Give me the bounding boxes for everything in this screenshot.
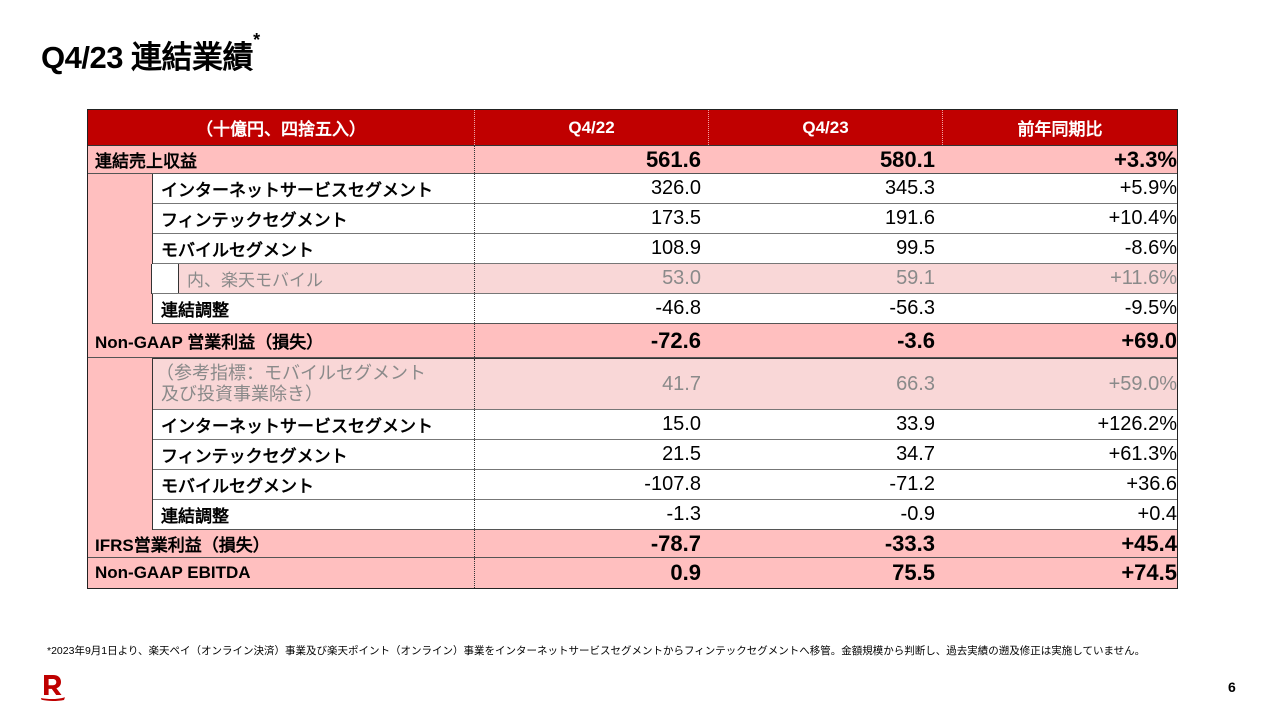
table-row-sub: 内、楽天モバイル 53.0 59.1 +11.6%	[88, 264, 1177, 294]
row-label: モバイルセグメント	[153, 234, 475, 263]
cell-yoy: +11.6%	[1110, 267, 1177, 289]
cell-q4-23: 191.6	[884, 207, 935, 229]
header-unit: （十億円、四捨五入）	[88, 110, 475, 145]
table-row: 連結調整 -46.8 -56.3 -9.5%	[88, 294, 1177, 324]
cell-q4-22: 53.0	[662, 267, 701, 289]
row-indent	[88, 410, 153, 440]
cell-q4-22: 326.0	[650, 177, 701, 199]
cell-yoy: +45.4	[1121, 530, 1177, 556]
page-title-text: Q4/23 連結業績	[41, 40, 254, 75]
cell-q4-23: -33.3	[884, 530, 935, 556]
cell-q4-22: -46.8	[655, 297, 701, 319]
table-row: インターネットサービスセグメント 15.0 33.9 +126.2%	[88, 410, 1177, 440]
row-label: （参考指標：モバイルセグメント 及び投資事業除き）	[153, 359, 475, 409]
cell-yoy: -9.5%	[1124, 297, 1177, 319]
header-q4-23: Q4/23	[709, 110, 943, 145]
table-header: （十億円、四捨五入） Q4/22 Q4/23 前年同期比	[88, 110, 1177, 146]
row-indent	[88, 234, 153, 264]
cell-q4-23: 99.5	[896, 237, 935, 259]
table-row: 連結調整 -1.3 -0.9 +0.4	[88, 500, 1177, 530]
cell-yoy: +3.3%	[1114, 146, 1177, 172]
row-label: インターネットサービスセグメント	[153, 174, 475, 203]
cell-yoy: +10.4%	[1108, 207, 1177, 229]
cell-q4-23: 580.1	[879, 146, 935, 172]
row-label: 内、楽天モバイル	[179, 264, 475, 293]
results-table: （十億円、四捨五入） Q4/22 Q4/23 前年同期比 連結売上収益 561.…	[87, 109, 1178, 589]
page-number: 6	[1228, 679, 1236, 695]
row-label: モバイルセグメント	[153, 470, 475, 499]
row-indent	[88, 294, 153, 324]
row-label: フィンテックセグメント	[153, 440, 475, 469]
cell-q4-23: 33.9	[896, 413, 935, 435]
row-label: Non-GAAP 営業利益（損失）	[88, 324, 475, 357]
cell-q4-22: 15.0	[662, 413, 701, 435]
row-indent	[88, 174, 153, 204]
cell-yoy: +61.3%	[1108, 443, 1177, 465]
cell-q4-23: 66.3	[896, 372, 935, 395]
row-label: インターネットサービスセグメント	[153, 410, 475, 439]
row-indent	[88, 440, 153, 470]
row-label: 連結調整	[153, 500, 475, 529]
row-label: 連結調整	[153, 294, 475, 323]
header-q4-22: Q4/22	[475, 110, 709, 145]
cell-q4-22: -107.8	[644, 473, 701, 495]
cell-yoy: +0.4	[1137, 503, 1177, 525]
cell-q4-23: -71.2	[889, 473, 935, 495]
row-label: Non-GAAP EBITDA	[88, 558, 475, 588]
cell-q4-22: 0.9	[670, 560, 701, 585]
cell-q4-23: 345.3	[884, 177, 935, 199]
cell-q4-23: -0.9	[900, 503, 935, 525]
cell-yoy: -8.6%	[1124, 237, 1177, 259]
cell-q4-22: -1.3	[666, 503, 701, 525]
rakuten-logo-icon	[41, 675, 65, 702]
table-row: モバイルセグメント -107.8 -71.2 +36.6	[88, 470, 1177, 500]
cell-q4-22: 108.9	[650, 237, 701, 259]
table-row-ebitda: Non-GAAP EBITDA 0.9 75.5 +74.5	[88, 558, 1177, 588]
cell-yoy: +69.0	[1121, 327, 1177, 353]
table-row: モバイルセグメント 108.9 99.5 -8.6%	[88, 234, 1177, 264]
row-indent	[88, 204, 153, 234]
table-row-ifrs-op: IFRS営業利益（損失） -78.7 -33.3 +45.4	[88, 530, 1177, 558]
header-yoy: 前年同期比	[1017, 120, 1103, 139]
cell-q4-23: 34.7	[896, 443, 935, 465]
page-title: Q4/23 連結業績*	[41, 30, 260, 77]
table-row-revenue: 連結売上収益 561.6 580.1 +3.3%	[88, 146, 1177, 174]
cell-q4-22: 173.5	[650, 207, 701, 229]
cell-q4-22: -72.6	[650, 327, 701, 353]
row-indent	[88, 358, 153, 410]
row-indent-2	[152, 264, 179, 293]
cell-q4-22: 41.7	[662, 372, 701, 395]
table-row-reference: （参考指標：モバイルセグメント 及び投資事業除き） 41.7 66.3 +59.…	[88, 358, 1177, 410]
row-indent	[88, 500, 153, 530]
table-row-non-gaap-op: Non-GAAP 営業利益（損失） -72.6 -3.6 +69.0	[88, 324, 1177, 358]
cell-q4-22: -78.7	[650, 530, 701, 556]
footnote: *2023年9月1日より、楽天ペイ（オンライン決済）事業及び楽天ポイント（オンラ…	[47, 645, 1146, 657]
cell-yoy: +36.6	[1126, 473, 1177, 495]
cell-q4-23: 75.5	[892, 560, 935, 585]
row-indent	[88, 264, 152, 294]
cell-q4-22: 21.5	[662, 443, 701, 465]
row-indent	[88, 470, 153, 500]
cell-yoy: +59.0%	[1108, 372, 1177, 395]
table-row: フィンテックセグメント 173.5 191.6 +10.4%	[88, 204, 1177, 234]
table-row: インターネットサービスセグメント 326.0 345.3 +5.9%	[88, 174, 1177, 204]
footnote-mark: *	[253, 30, 260, 50]
cell-q4-23: 59.1	[896, 267, 935, 289]
cell-yoy: +126.2%	[1097, 413, 1177, 435]
cell-q4-22: 561.6	[645, 146, 701, 172]
row-label: フィンテックセグメント	[153, 204, 475, 233]
cell-q4-23: -3.6	[897, 327, 935, 353]
row-label: IFRS営業利益（損失）	[88, 530, 475, 557]
cell-yoy: +5.9%	[1119, 177, 1177, 199]
cell-yoy: +74.5	[1121, 560, 1177, 585]
table-row: フィンテックセグメント 21.5 34.7 +61.3%	[88, 440, 1177, 470]
cell-q4-23: -56.3	[889, 297, 935, 319]
row-label: 連結売上収益	[88, 146, 475, 173]
